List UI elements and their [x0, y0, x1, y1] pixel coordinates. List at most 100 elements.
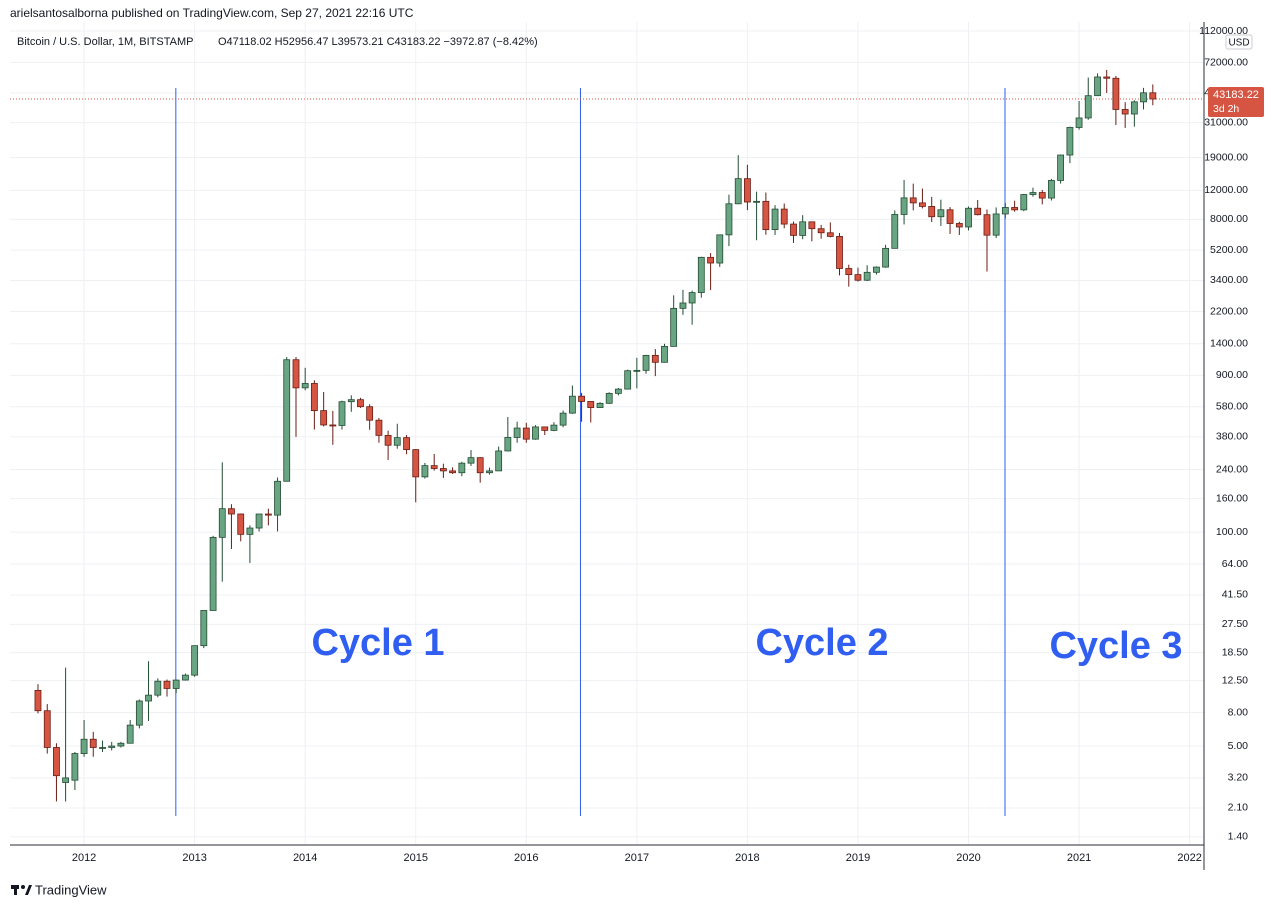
candle-body [338, 401, 346, 426]
candle-body [274, 480, 281, 516]
candle-body [292, 359, 300, 389]
candle-body [80, 738, 88, 754]
y-tick-label: 112000.00 [1199, 25, 1248, 37]
candle-body [873, 266, 880, 273]
x-tick-label: 2016 [514, 852, 538, 864]
candle-body [163, 680, 171, 689]
candle-body [753, 200, 760, 203]
cycle-label: Cycle 2 [755, 622, 888, 664]
candle-body [89, 738, 97, 748]
y-tick-label: 5200.00 [1210, 244, 1248, 256]
candle-body [836, 236, 843, 269]
candle-body [909, 197, 917, 204]
candle-body [744, 178, 751, 203]
y-tick-label: 64.00 [1222, 558, 1248, 570]
x-tick-label: 2012 [72, 852, 96, 864]
footer-brand: TradingView [35, 882, 107, 897]
candle-body [817, 228, 825, 234]
plot [10, 22, 1204, 845]
x-tick-label: 2014 [293, 852, 317, 864]
candle-body [771, 208, 779, 231]
candle-body [568, 395, 576, 414]
cycle-label: Cycle 3 [1049, 625, 1182, 667]
candle-body [532, 426, 539, 440]
candle-body [937, 209, 945, 218]
candle-body [504, 437, 512, 452]
candle-body [412, 449, 420, 478]
candle-body [707, 256, 714, 264]
candle-body [108, 745, 116, 748]
price-badge-value: 43183.22 [1213, 89, 1259, 101]
y-tick-label: 1.40 [1228, 831, 1249, 843]
candle-body [522, 427, 530, 440]
candle-body [99, 747, 106, 749]
candle-body [264, 513, 272, 516]
tv-logo [11, 885, 32, 895]
y-tick-label: 8000.00 [1210, 213, 1248, 225]
candle-body [1048, 180, 1055, 199]
candle-body [605, 392, 613, 404]
candle-body [486, 470, 493, 474]
x-tick-label: 2021 [1067, 852, 1091, 864]
candle-body [182, 674, 189, 681]
chart-title: Bitcoin / U.S. Dollar, 1M, BITSTAMP [17, 36, 193, 48]
candle-body [439, 468, 447, 472]
candle-body [780, 208, 788, 225]
candle-body [1075, 117, 1083, 128]
candle-body [992, 213, 1000, 236]
candle-body [725, 203, 733, 236]
candle-body [614, 388, 622, 394]
candle-body [863, 271, 871, 281]
candle-body [237, 513, 245, 535]
candle-body [357, 399, 364, 408]
y-tick-label: 2.10 [1228, 802, 1249, 814]
candle-body [826, 232, 834, 237]
candle-body [310, 383, 318, 412]
candle-body [1029, 192, 1037, 195]
candle-body [965, 207, 972, 228]
price-badge [1208, 87, 1264, 118]
y-tick-label: 900.00 [1216, 369, 1248, 381]
y-tick-label: 8.00 [1228, 706, 1249, 718]
candle-body [218, 508, 226, 538]
candle-body [154, 680, 162, 696]
candle-body [228, 508, 235, 515]
candle-body [596, 402, 604, 408]
y-tick-label: 240.00 [1216, 463, 1248, 475]
candle-body [421, 465, 429, 478]
candle-body [430, 465, 438, 469]
candle-body [550, 424, 558, 431]
candle-body [53, 747, 60, 777]
candle-body [320, 410, 328, 426]
candle-body [375, 419, 383, 436]
candle-body [1103, 76, 1111, 79]
candle-body [882, 247, 889, 268]
candle-body [366, 406, 374, 421]
candle-body [1121, 109, 1129, 115]
candle-body [71, 753, 79, 781]
y-tick-label: 31000.00 [1204, 116, 1248, 128]
candle-body [624, 370, 632, 390]
currency-box [1225, 34, 1253, 50]
candle-body [393, 437, 401, 446]
candle-body [642, 354, 650, 371]
candle-body [955, 223, 963, 228]
candle-body [661, 345, 668, 363]
candle-body [734, 178, 742, 205]
candle-body [1094, 76, 1101, 97]
candle-body [688, 292, 696, 304]
candle-body [854, 274, 862, 281]
candle-body [919, 202, 926, 207]
x-tick-label: 2019 [846, 852, 870, 864]
candle-body [458, 462, 466, 474]
candle-body [1112, 77, 1120, 110]
candle-body [541, 426, 549, 431]
y-tick-label: 5.00 [1228, 740, 1249, 752]
y-tick-label: 12000.00 [1204, 184, 1248, 196]
candle-body [246, 527, 254, 535]
candle-body [974, 207, 982, 216]
y-tick-label: 12.50 [1222, 674, 1248, 686]
candle-body [1149, 92, 1157, 100]
ohlc-summary: O47118.02 H52956.47 L39573.21 C43183.22 … [218, 36, 538, 48]
candle-body [679, 302, 687, 309]
